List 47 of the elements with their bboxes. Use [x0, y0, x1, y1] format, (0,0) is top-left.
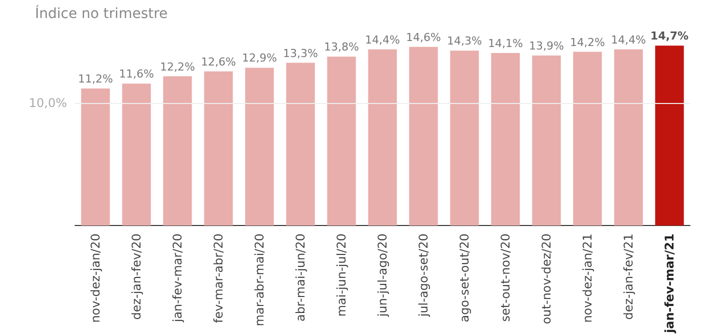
bar	[81, 88, 110, 226]
data-label: 14,7%	[650, 30, 689, 43]
bar	[163, 76, 192, 226]
x-tick-label: ago-set-out/20	[458, 234, 472, 322]
data-label: 13,9%	[529, 39, 564, 52]
data-label: 13,8%	[324, 40, 359, 54]
x-tick-label: dez-jan-fev/20	[130, 234, 144, 320]
data-label: 13,3%	[283, 46, 318, 60]
bar	[368, 49, 397, 226]
x-tick-label: dez-jan-fev/21	[622, 234, 636, 320]
x-tick-label: abr-mai-jun/20	[294, 234, 308, 322]
bar	[655, 46, 684, 226]
bar	[532, 55, 561, 226]
data-label: 12,2%	[160, 60, 195, 74]
data-label: 14,4%	[611, 33, 646, 46]
bar	[450, 50, 479, 226]
bar	[286, 62, 315, 226]
data-label: 14,1%	[488, 37, 523, 50]
chart-title: Índice no trimestre	[35, 5, 168, 22]
data-label: 14,4%	[365, 33, 400, 46]
x-tick-label: jan-fev-mar/21	[662, 234, 676, 334]
x-tick-label: mai-jun-jul/20	[334, 234, 348, 317]
x-tick-label: jan-fev-mar/20	[170, 234, 184, 324]
x-tick-label: nov-dez-jan/20	[88, 234, 102, 323]
bar	[327, 56, 356, 226]
data-label: 11,2%	[78, 72, 113, 86]
bar	[204, 71, 233, 226]
x-tick-label: nov-dez-jan/21	[580, 234, 594, 323]
data-label: 14,3%	[447, 34, 482, 48]
x-tick-label: set-out-nov/20	[498, 234, 512, 322]
bar	[573, 52, 602, 226]
bar	[491, 53, 520, 226]
bar	[614, 49, 643, 226]
data-label: 12,9%	[242, 52, 277, 65]
x-tick-label: mar-abr-mai/20	[252, 234, 266, 326]
bar	[409, 46, 438, 226]
data-label: 14,6%	[406, 30, 441, 44]
x-tick-label: out-nov-dez/20	[540, 234, 554, 324]
x-tick-label: fev-mar-abr/20	[212, 234, 226, 323]
data-label: 12,6%	[201, 55, 236, 68]
bar	[122, 84, 151, 226]
ref-line-label: 10,0%	[28, 96, 67, 110]
x-tick-label: jul-ago-set/20	[416, 234, 430, 318]
x-tick-label: jun-jul-ago/20	[376, 234, 390, 318]
data-label: 11,6%	[119, 68, 154, 81]
bar	[245, 68, 274, 226]
data-label: 14,2%	[570, 36, 605, 49]
